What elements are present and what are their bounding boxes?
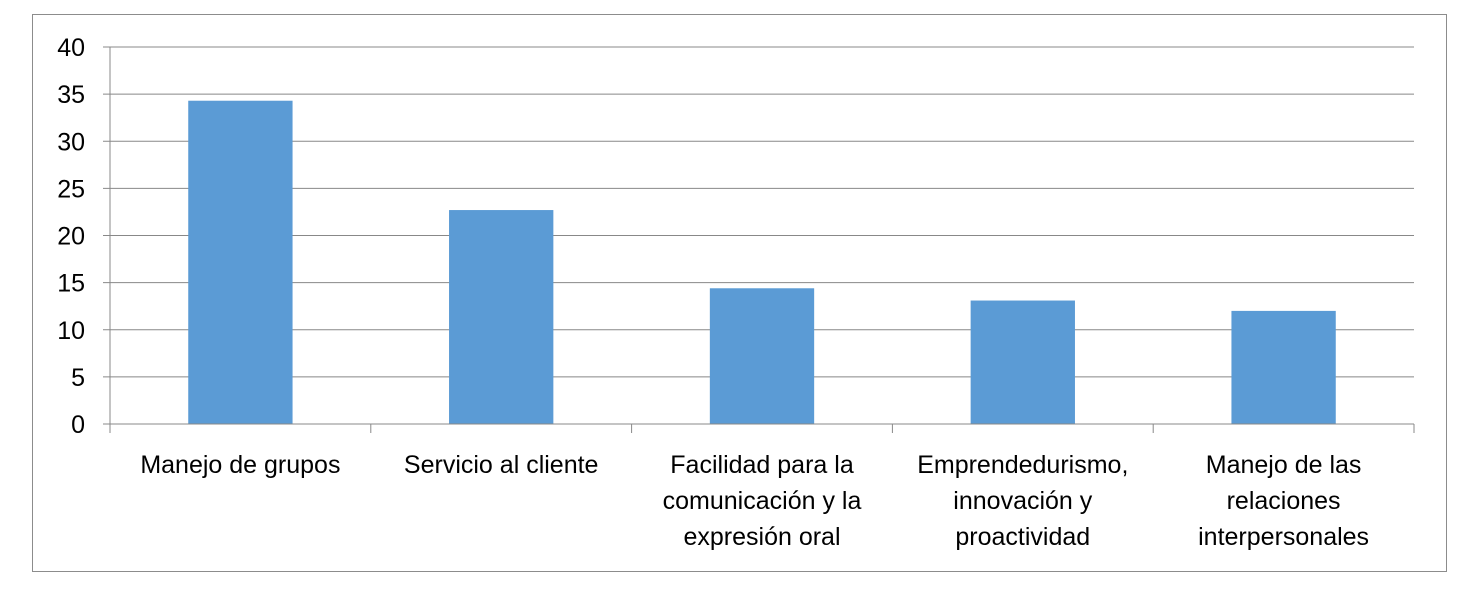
y-tick-label: 40 xyxy=(57,34,85,62)
y-tick-label: 35 xyxy=(57,81,85,109)
bar xyxy=(709,288,815,424)
y-tick-label: 0 xyxy=(71,411,85,439)
x-category-label: Facilidad para la comunicación y la expres… xyxy=(663,451,862,551)
x-category-label: Manejo de grupos xyxy=(140,451,340,479)
bar xyxy=(188,100,293,424)
x-category-label: Manejo de las relaciones interpersonales xyxy=(1198,451,1369,551)
bar xyxy=(449,210,554,424)
y-tick-label: 20 xyxy=(57,223,85,251)
y-tick-label: 10 xyxy=(57,317,85,345)
bar xyxy=(1231,310,1336,424)
y-tick-label: 25 xyxy=(57,175,85,203)
y-tick-label: 30 xyxy=(57,128,85,156)
bar xyxy=(970,300,1075,424)
x-category-label: Servicio al cliente xyxy=(404,451,599,479)
y-tick-label: 5 xyxy=(71,364,85,392)
x-category-label: Emprendedurismo, innovación y proactividad xyxy=(917,451,1128,551)
y-tick-label: 15 xyxy=(57,270,85,298)
